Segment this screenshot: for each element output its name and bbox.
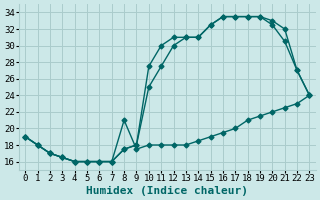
X-axis label: Humidex (Indice chaleur): Humidex (Indice chaleur): [86, 186, 248, 196]
